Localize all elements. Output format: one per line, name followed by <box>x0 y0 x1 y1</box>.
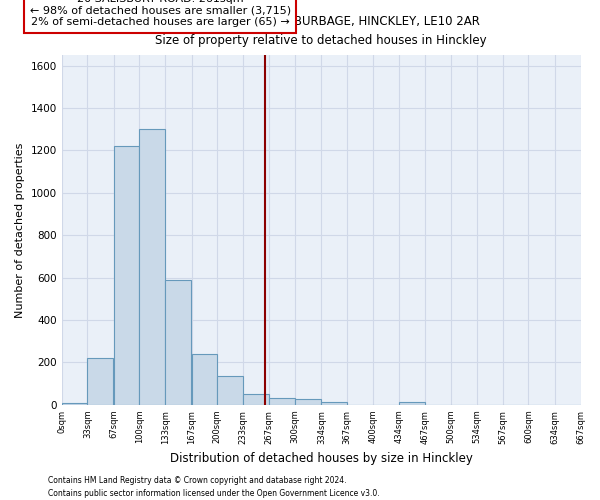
Bar <box>243 394 269 405</box>
Bar <box>217 376 243 405</box>
Bar <box>191 354 217 405</box>
Bar <box>322 402 347 405</box>
Bar <box>139 130 165 405</box>
Bar <box>114 146 139 405</box>
Text: Contains HM Land Registry data © Crown copyright and database right 2024.
Contai: Contains HM Land Registry data © Crown c… <box>48 476 380 498</box>
Text: 20 SALISBURY ROAD: 261sqm
← 98% of detached houses are smaller (3,715)
2% of sem: 20 SALISBURY ROAD: 261sqm ← 98% of detac… <box>29 0 291 27</box>
Bar <box>295 399 320 405</box>
Bar <box>269 398 295 405</box>
Bar <box>165 280 191 405</box>
Y-axis label: Number of detached properties: Number of detached properties <box>15 142 25 318</box>
Bar <box>62 402 88 405</box>
Bar <box>88 358 113 405</box>
Title: 20, SALISBURY ROAD, BURBAGE, HINCKLEY, LE10 2AR
Size of property relative to det: 20, SALISBURY ROAD, BURBAGE, HINCKLEY, L… <box>155 15 487 47</box>
Bar <box>399 402 425 405</box>
X-axis label: Distribution of detached houses by size in Hinckley: Distribution of detached houses by size … <box>170 452 473 465</box>
